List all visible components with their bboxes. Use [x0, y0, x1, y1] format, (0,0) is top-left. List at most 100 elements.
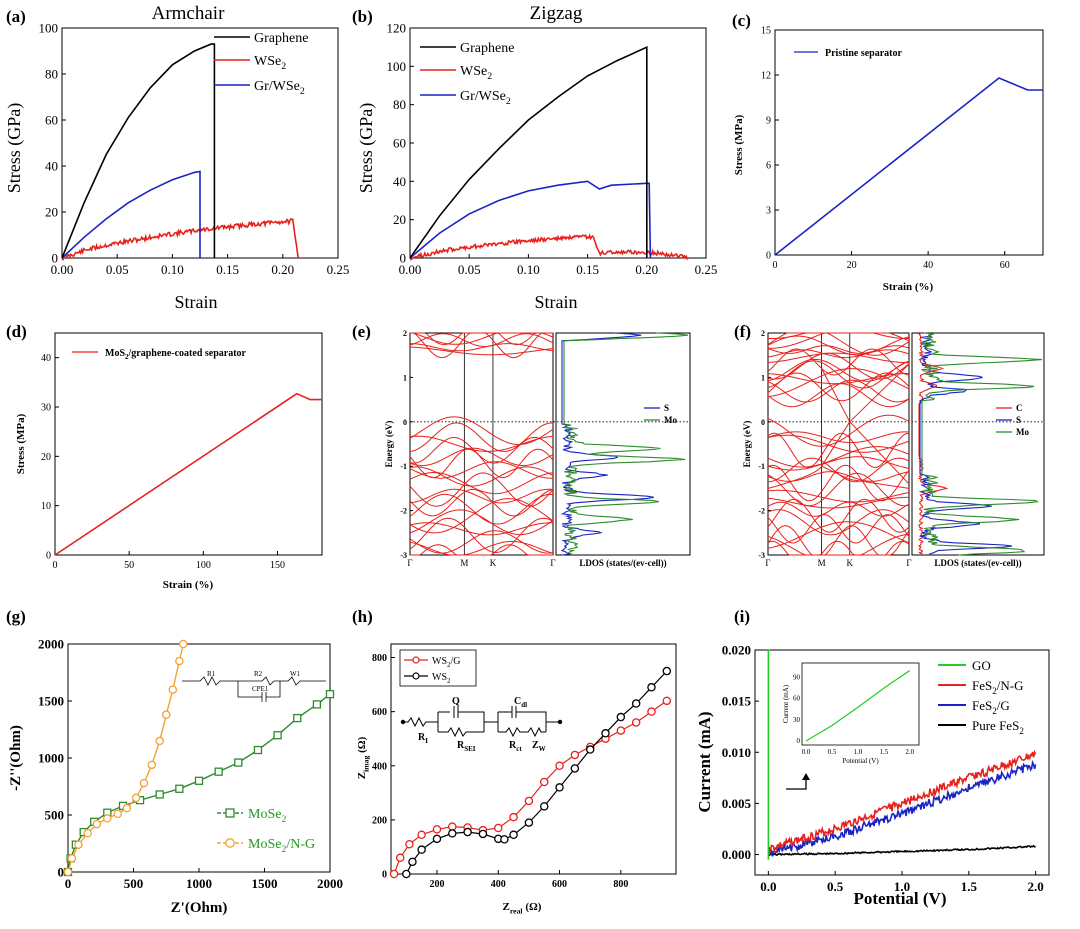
- band-line: [767, 352, 910, 380]
- data-point: [214, 767, 223, 776]
- x-tick-label: 150: [270, 560, 285, 571]
- x-tick-label: 0.05: [458, 262, 481, 277]
- band-line: [409, 461, 554, 479]
- y-tick-label: 100: [39, 21, 59, 36]
- band-line: [410, 332, 553, 346]
- y-tick-label: 0: [403, 418, 407, 427]
- data-point: [448, 829, 457, 838]
- y-tick-label: 30: [41, 403, 51, 414]
- k-point-label: K: [847, 558, 854, 568]
- band-line: [767, 358, 910, 382]
- data-point: [408, 857, 417, 867]
- y-tick-label: 20: [41, 452, 51, 463]
- panel-label: (a): [6, 7, 26, 26]
- band-line: [409, 541, 554, 556]
- legend-label: WSe2: [254, 54, 286, 72]
- x-tick-label: 40: [923, 260, 933, 271]
- band-line: [410, 544, 553, 556]
- data-point: [194, 776, 204, 785]
- circuit-label: CPE1: [252, 685, 269, 693]
- data-point: [494, 823, 503, 833]
- k-point-label: M: [460, 558, 468, 568]
- x-tick-label: 200: [429, 879, 444, 890]
- data-point: [647, 683, 656, 692]
- y-axis-label: Zimag (Ω): [356, 736, 370, 779]
- series-mos2-graphene-coated-separator: [54, 392, 322, 556]
- data-point: [92, 819, 102, 829]
- data-point: [175, 784, 184, 793]
- data-point: [631, 699, 641, 708]
- x-tick-label: 0: [65, 876, 72, 891]
- band-line: [409, 436, 554, 464]
- data-point: [113, 809, 123, 819]
- series-fit-line: [405, 670, 668, 875]
- data-point: [555, 761, 564, 771]
- plot-frame: [390, 643, 677, 875]
- data-point: [478, 829, 488, 839]
- panel-i: 0.0 0.5 1.0 1.5 2.0 0.000 0.005 0.010 0.015 0.020…: [695, 607, 1050, 908]
- data-point: [539, 802, 549, 811]
- y-tick-label: 120: [387, 21, 407, 36]
- dos-frame: [911, 332, 1045, 556]
- band-line: [767, 489, 910, 503]
- chart-title: Armchair: [152, 3, 225, 24]
- x-tick-label: 2000: [317, 876, 343, 891]
- y-tick-label: 0.020: [722, 643, 751, 658]
- data-point: [273, 731, 282, 740]
- x-tick-label: 0.10: [161, 262, 184, 277]
- legend-marker: [225, 808, 235, 818]
- data-point: [147, 760, 157, 770]
- y-tick-label: 500: [45, 808, 65, 823]
- y-tick-label: 1: [761, 373, 765, 382]
- data-point: [432, 825, 442, 834]
- x-tick-label: 1000: [186, 876, 212, 891]
- band-line: [409, 346, 554, 356]
- y-tick-label: -2: [400, 507, 407, 516]
- inset-x-tick-label: 1.0: [854, 748, 863, 756]
- legend-label: Gr/WSe2: [460, 89, 511, 107]
- data-point: [175, 656, 184, 666]
- data-point: [161, 710, 171, 719]
- band-line: [409, 471, 554, 495]
- y-axis-label: Current (mA): [695, 711, 714, 812]
- band-line: [767, 540, 910, 556]
- k-point-label: Γ: [550, 558, 555, 568]
- series-wse2: [409, 233, 689, 261]
- panel-d: 0 50 100 150 0 10 20 30 40 (d) Strain (%) Stress (M…: [6, 322, 323, 591]
- k-point-label: Γ: [765, 558, 770, 568]
- data-point: [647, 707, 656, 716]
- x-axis-label: Strain: [535, 292, 578, 312]
- legend-marker: [225, 838, 235, 848]
- data-point: [131, 793, 141, 803]
- x-axis-label: Strain (%): [883, 281, 934, 293]
- circuit-node: [400, 719, 406, 725]
- y-tick-label: 800: [372, 653, 387, 664]
- inset-y-tick-label: 30: [793, 716, 801, 724]
- x-tick-label: 0.00: [399, 262, 422, 277]
- data-point: [155, 790, 164, 799]
- y-tick-label: 12: [761, 71, 771, 82]
- band-line: [767, 345, 910, 354]
- data-point: [539, 777, 549, 787]
- data-point: [395, 853, 405, 863]
- x-tick-label: 0.00: [51, 262, 74, 277]
- y-tick-label: 0.015: [722, 694, 752, 709]
- y-tick-label: 10: [41, 501, 51, 512]
- plot-frame: [54, 332, 323, 556]
- y-tick-label: 2000: [38, 637, 64, 652]
- y-tick-label: 0: [52, 251, 59, 266]
- band-line: [767, 379, 910, 403]
- legend-label: Pure FeS2: [972, 718, 1024, 736]
- data-point: [500, 835, 509, 844]
- y-tick-label: -1: [758, 462, 765, 471]
- legend-label: Gr/WSe2: [254, 79, 305, 97]
- band-line: [409, 509, 554, 536]
- x-axis-label: Z'(Ohm): [171, 900, 228, 916]
- band-line: [849, 421, 910, 485]
- k-point-label: K: [490, 558, 497, 568]
- series-fit-line: [67, 643, 184, 873]
- legend-box: [399, 649, 477, 687]
- data-point: [83, 828, 92, 838]
- x-tick-label: 2.0: [1028, 879, 1044, 894]
